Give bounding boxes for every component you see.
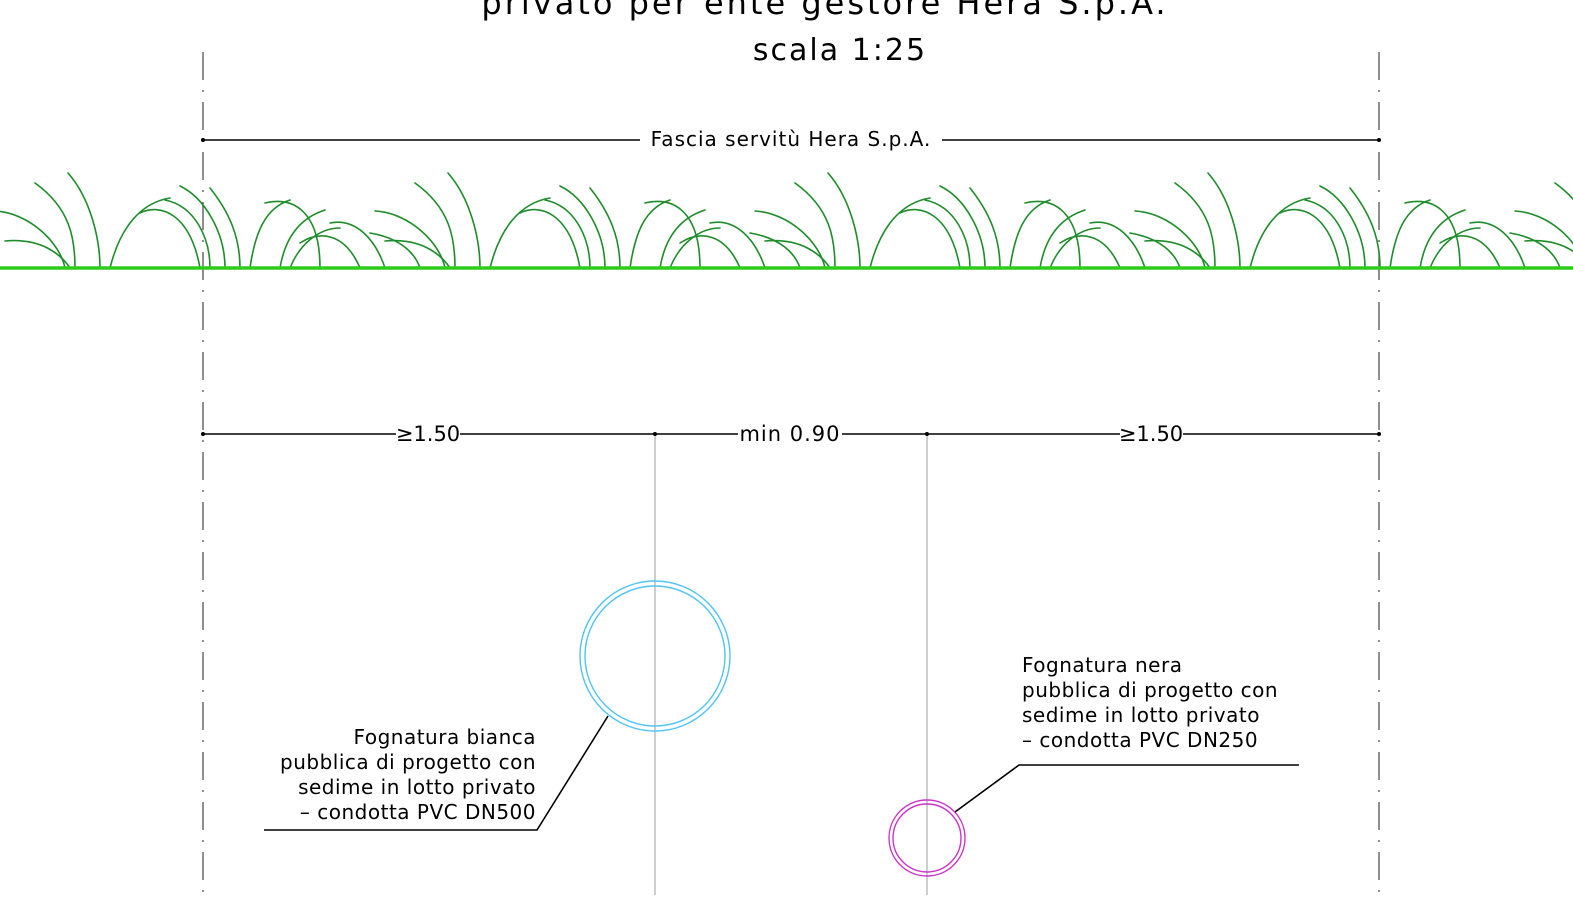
grass-blade xyxy=(644,200,701,269)
grass-blade xyxy=(1419,209,1466,269)
grass-blade xyxy=(679,235,741,269)
grass-blade xyxy=(764,239,831,269)
grass-blade xyxy=(414,182,456,269)
grass-blade xyxy=(1129,232,1181,269)
grass-blade xyxy=(299,235,361,269)
leader-white-sewer xyxy=(264,715,609,831)
drawing-scale: scala 1:25 xyxy=(753,33,927,68)
dimension-left-label: ≥1.50 xyxy=(396,422,460,446)
grass-blade xyxy=(0,210,66,269)
grass-blade xyxy=(1039,209,1086,269)
label-white-sewer-line-4: – condotta PVC DN500 xyxy=(300,800,536,824)
dimension-right-label: ≥1.50 xyxy=(1119,422,1183,446)
grass-blade xyxy=(1439,235,1501,269)
grass-blade xyxy=(1554,182,1573,201)
grass-blade xyxy=(279,209,326,269)
grass-blade xyxy=(209,187,241,269)
pipe-black-sewer xyxy=(888,799,966,877)
grass-blade xyxy=(1349,187,1381,269)
grass-blade xyxy=(1059,235,1121,269)
spacing-dimension: ≥1.50 min 0.90 ≥1.50 xyxy=(201,422,1381,446)
grass-blade xyxy=(1249,197,1311,269)
grass-blade xyxy=(1319,185,1366,269)
grass-blade xyxy=(669,227,721,269)
label-black-sewer-line-2: pubblica di progetto con xyxy=(1022,678,1278,702)
pipe-black-sewer-outer xyxy=(888,799,966,877)
pipe-white-sewer-inner xyxy=(584,585,726,727)
label-white-sewer-line-3: sedime in lotto privato xyxy=(298,775,536,799)
pipe-white-sewer-outer xyxy=(579,580,731,732)
grass-blade xyxy=(899,208,961,269)
grass-blade xyxy=(1207,172,1241,269)
band-dimension: Fascia servitù Hera S.p.A. xyxy=(201,127,1381,151)
grass-blade xyxy=(749,232,801,269)
grass-blade xyxy=(924,199,971,269)
grass-blade xyxy=(374,210,446,269)
grass-blade xyxy=(1049,227,1101,269)
band-dimension-label: Fascia servitù Hera S.p.A. xyxy=(651,127,932,151)
grass-blade xyxy=(659,209,706,269)
grass-blade xyxy=(1144,239,1211,269)
grass-blade xyxy=(1174,182,1216,269)
leader-black-sewer xyxy=(954,764,1299,813)
pipe-white-sewer xyxy=(579,580,731,732)
grass-blade xyxy=(827,172,861,269)
grass-blade xyxy=(1279,208,1341,269)
grass-blade xyxy=(329,221,386,269)
grass-blade xyxy=(1024,200,1081,269)
grass-blade xyxy=(369,232,421,269)
grass-blade xyxy=(969,187,1001,269)
grass-blade xyxy=(179,185,226,269)
grass-blade xyxy=(1009,199,1051,269)
grass-blade xyxy=(1404,200,1461,269)
label-black-sewer-line-4: – condotta PVC DN250 xyxy=(1022,728,1258,752)
grass-blade xyxy=(1514,210,1573,245)
label-white-sewer-line-2: pubblica di progetto con xyxy=(280,750,536,774)
grass-blade xyxy=(109,197,171,269)
label-black-sewer-line-1: Fognatura nera xyxy=(1022,653,1182,677)
grass-blade xyxy=(544,199,591,269)
label-black-sewer: Fognatura nera pubblica di progetto con … xyxy=(1022,653,1278,752)
grass-blade xyxy=(1524,239,1573,253)
grass-blade xyxy=(4,239,71,269)
grass-blade xyxy=(629,199,671,269)
drawing-title: privato per ente gestore Hera S.p.A. xyxy=(481,0,1168,22)
grass-blade xyxy=(249,199,291,269)
grass-blade xyxy=(489,197,551,269)
grass-blade xyxy=(709,221,766,269)
grass-blade xyxy=(67,172,101,269)
grass-blade xyxy=(384,239,451,269)
grass-blade xyxy=(754,210,826,269)
grass-blade xyxy=(1089,221,1146,269)
grass-blade xyxy=(164,199,211,269)
grass-blade xyxy=(869,197,931,269)
grass-blade xyxy=(1469,221,1526,269)
label-black-sewer-line-3: sedime in lotto privato xyxy=(1022,703,1260,727)
grass-blade xyxy=(559,185,606,269)
pipe-black-sewer-inner xyxy=(892,803,962,873)
grass-blade xyxy=(1509,232,1561,269)
grass-blade xyxy=(1429,227,1481,269)
dimension-middle-label: min 0.90 xyxy=(739,422,840,446)
grass-blade xyxy=(264,200,321,269)
grass-blade xyxy=(34,182,76,269)
label-white-sewer: Fognatura bianca pubblica di progetto co… xyxy=(280,725,536,824)
grass-blade xyxy=(1134,210,1206,269)
grass-blade xyxy=(519,208,581,269)
grass-blade xyxy=(1304,199,1351,269)
label-white-sewer-line-1: Fognatura bianca xyxy=(354,725,536,749)
grass-blade xyxy=(794,182,836,269)
grass-blade xyxy=(939,185,986,269)
grass-blade xyxy=(589,187,621,269)
grass-blade xyxy=(1389,199,1431,269)
grass-vegetation xyxy=(0,172,1573,269)
grass-blade xyxy=(139,208,201,269)
grass-blade xyxy=(447,172,481,269)
grass-blade xyxy=(289,227,341,269)
